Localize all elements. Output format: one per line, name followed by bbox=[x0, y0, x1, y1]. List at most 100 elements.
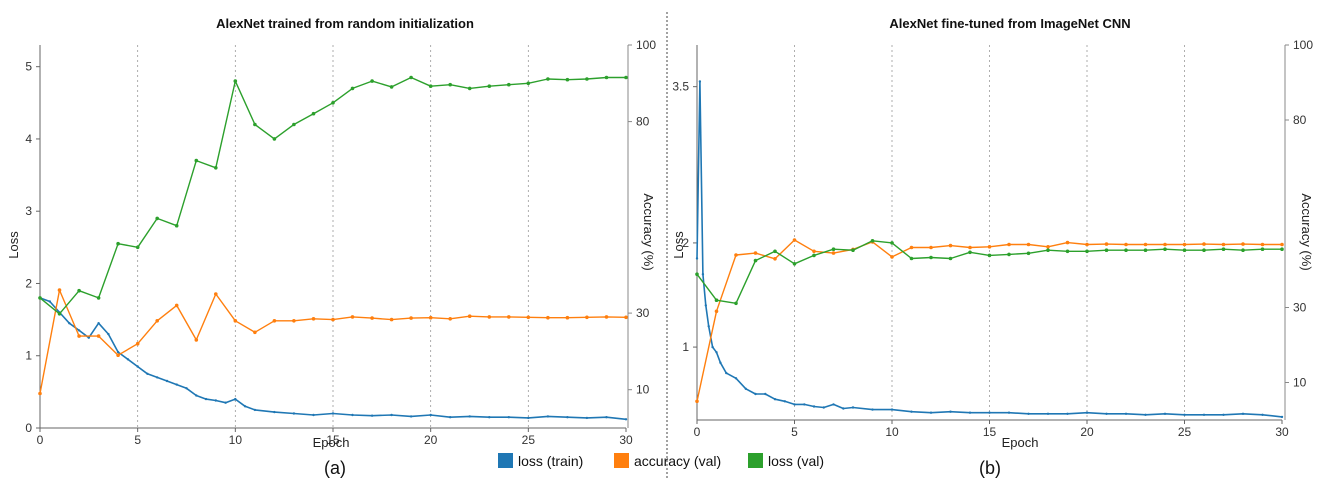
chart-b-series-loss-val-point bbox=[870, 239, 875, 243]
chart-b-series-loss-val-point bbox=[1280, 247, 1284, 251]
chart-b-y-tick-label-right: 100 bbox=[1293, 38, 1313, 52]
chart-a-series-accuracy-val-point bbox=[409, 316, 413, 320]
chart-b-series-loss-train-point bbox=[890, 408, 894, 411]
chart-a-series-loss-train-point bbox=[273, 410, 276, 414]
chart-a-series-loss-train-point bbox=[107, 332, 110, 336]
chart-a-series-loss-val-point bbox=[467, 86, 472, 91]
chart-a-y-tick-label-left: 4 bbox=[25, 132, 32, 146]
chart-a-series-accuracy-val-point bbox=[389, 317, 394, 322]
chart-a-series-loss-train-point bbox=[204, 397, 208, 401]
chart-b-series-accuracy-val-point bbox=[890, 255, 894, 259]
chart-b-series-accuracy-val-point bbox=[1202, 242, 1206, 246]
chart-b-series-accuracy-val-point bbox=[1280, 242, 1284, 247]
legend-label-loss-val: loss (val) bbox=[768, 453, 824, 469]
chart-a-series-loss-train-point bbox=[146, 372, 149, 375]
chart-b-series-loss-train-point bbox=[1085, 411, 1089, 414]
chart-a-series-loss-train-point bbox=[87, 336, 91, 339]
chart-a-series-loss-val-point bbox=[546, 77, 550, 81]
chart-a-series-loss-train-point bbox=[136, 365, 139, 368]
chart-b-series-loss-val-point bbox=[773, 249, 777, 254]
chart-b-series-loss-train-point bbox=[744, 387, 747, 390]
chart-a-x-label: Epoch bbox=[313, 435, 350, 450]
chart-a-subcaption: (a) bbox=[324, 458, 346, 478]
chart-a-series-loss-train-point bbox=[409, 415, 413, 418]
chart-b-series-loss-val-point bbox=[909, 256, 914, 261]
chart-a-series-accuracy-val-point bbox=[311, 317, 316, 321]
chart-b-series-accuracy-val-point bbox=[987, 245, 992, 249]
chart-a-series-loss-train-point bbox=[507, 416, 510, 419]
chart-a-series-loss-val-point bbox=[370, 79, 374, 83]
chart-a-series-accuracy-val-point bbox=[370, 316, 374, 320]
chart-b-series-loss-train-point bbox=[711, 345, 714, 349]
chart-b-y-ticks-right: 10 30 80 100 bbox=[1285, 38, 1313, 390]
chart-b-series-loss-train-point bbox=[1124, 412, 1128, 415]
chart-a-series-loss-train-point bbox=[312, 413, 315, 417]
chart-b-series-loss-train-point bbox=[707, 325, 710, 328]
chart-b-series-accuracy-val-point bbox=[1085, 242, 1089, 247]
chart-a-series-loss-train-point bbox=[48, 300, 51, 303]
chart-b-series-accuracy-val-point bbox=[695, 399, 699, 404]
chart-b-series-loss-val-point bbox=[1182, 248, 1187, 252]
chart-a-series-loss-val-point bbox=[194, 158, 199, 163]
chart-b-series-loss-train-point bbox=[1202, 413, 1206, 416]
chart-b-series-loss-val-point bbox=[1026, 251, 1031, 256]
chart-b-series-loss-train-point bbox=[1241, 412, 1245, 415]
chart-a-x-ticks: 0 5 10 15 20 25 30 bbox=[37, 428, 633, 447]
chart-a-series-loss-val-point bbox=[585, 77, 589, 81]
chart-b-series-accuracy-val-point bbox=[948, 243, 953, 248]
chart-a-series-loss-train-point bbox=[331, 412, 335, 415]
chart-a-series-loss-val-point bbox=[526, 81, 531, 86]
chart-b-series-loss-train-point bbox=[1222, 413, 1225, 416]
chart-b-series-loss-train-point bbox=[773, 398, 777, 401]
chart-a-series-accuracy-val-point bbox=[467, 314, 472, 319]
chart-b-series-accuracy-val-point bbox=[929, 245, 933, 250]
chart-a-series-loss-train-point bbox=[390, 413, 393, 417]
chart-b-y-label-right: Accuracy (%) bbox=[1299, 193, 1314, 270]
chart-a-x-tick-label: 5 bbox=[134, 433, 141, 447]
chart-b-series-accuracy-val-point bbox=[1241, 242, 1245, 246]
chart-b-x-ticks: 0 5 10 15 20 25 30 bbox=[694, 420, 1289, 439]
chart-b-x-tick-label: 15 bbox=[983, 425, 997, 439]
chart-b-y-tick-label-left: 2 bbox=[682, 236, 689, 250]
chart-b-x-tick-label: 5 bbox=[791, 425, 798, 439]
chart-b-series-accuracy-val-point bbox=[1143, 242, 1148, 247]
chart-b-series-loss-train-point bbox=[871, 408, 874, 411]
chart-b-series-loss-train-point bbox=[812, 405, 816, 408]
chart-b-series-loss-val-point bbox=[1085, 249, 1089, 254]
chart-b-series-loss-train-point bbox=[1027, 412, 1030, 415]
chart-a-series-loss-train-point bbox=[116, 350, 120, 354]
chart-b-title: AlexNet fine-tuned from ImageNet CNN bbox=[889, 16, 1130, 31]
chart-b-series-loss-train-point bbox=[764, 392, 767, 396]
chart-a-series-accuracy-val-point bbox=[155, 319, 159, 323]
chart-b-series-loss-val-point bbox=[1065, 249, 1070, 254]
chart-b-series-loss-train-point bbox=[783, 400, 786, 403]
legend-label-loss-train: loss (train) bbox=[518, 453, 583, 469]
chart-a-series-loss-train-point bbox=[77, 329, 81, 332]
chart-a-series-loss-val-point bbox=[311, 111, 316, 116]
chart-a-series-loss-val-point bbox=[409, 75, 413, 80]
chart-b-x-tick-label: 25 bbox=[1178, 425, 1192, 439]
chart-b-series-loss-train-point bbox=[1280, 415, 1284, 419]
chart-a-series-accuracy-val-point bbox=[448, 317, 453, 321]
chart-a-x-tick-label: 25 bbox=[522, 433, 536, 447]
chart-b-series-loss-train-point bbox=[988, 411, 991, 414]
chart-a-series-loss-train-point bbox=[488, 416, 491, 419]
chart-a-series-accuracy-val-point bbox=[116, 353, 120, 358]
chart-a-series-accuracy-val-point bbox=[565, 315, 570, 320]
chart-b-series-loss-train-point bbox=[1144, 413, 1147, 416]
chart-a-series-loss-train-point bbox=[185, 387, 188, 390]
chart-b-series-loss-val-point bbox=[792, 262, 797, 266]
chart-b-y-ticks-left: 123.5 bbox=[672, 80, 697, 354]
chart-b-series-loss-train-point bbox=[734, 377, 738, 380]
chart-b-y-label-left: Loss bbox=[671, 231, 686, 259]
chart-b-series-loss-train-point bbox=[754, 392, 757, 396]
chart-b-series-loss-train-point bbox=[1046, 412, 1050, 415]
chart-a-x-tick-label: 30 bbox=[619, 433, 633, 447]
chart-b-x-label: Epoch bbox=[1002, 435, 1039, 450]
chart-b-series-loss-train-point bbox=[949, 410, 952, 413]
chart-a-series-accuracy-val-point bbox=[585, 315, 589, 320]
chart-b-series-accuracy-val-point bbox=[1260, 242, 1265, 247]
chart-b-subcaption: (b) bbox=[979, 458, 1001, 478]
chart-a-series-loss-val-point bbox=[272, 137, 277, 141]
chart-b-series-loss-val-point bbox=[753, 258, 758, 263]
